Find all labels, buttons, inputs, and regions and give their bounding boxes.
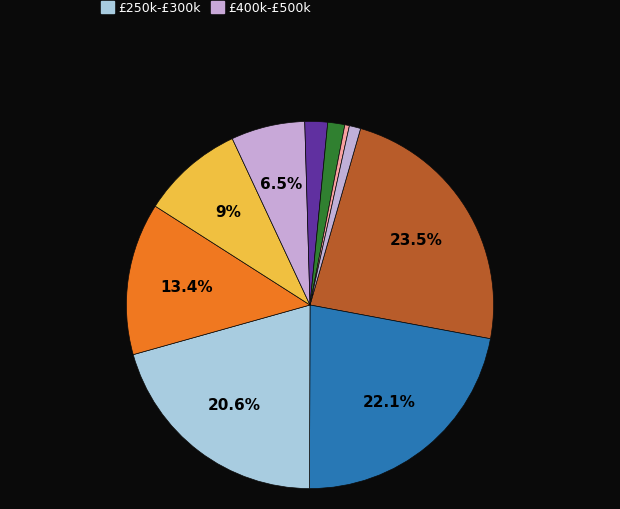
Text: 13.4%: 13.4% <box>160 279 213 295</box>
Wedge shape <box>155 139 310 305</box>
Wedge shape <box>309 305 490 489</box>
Wedge shape <box>126 207 310 355</box>
Wedge shape <box>310 126 361 305</box>
Wedge shape <box>232 122 310 305</box>
Text: 6.5%: 6.5% <box>260 177 303 192</box>
Legend: £200k-£250k, £300k-£400k, £250k-£300k, £150k-£200k, £100k-£150k, £400k-£500k, £5: £200k-£250k, £300k-£400k, £250k-£300k, £… <box>96 0 524 20</box>
Wedge shape <box>310 126 350 305</box>
Text: 9%: 9% <box>215 204 241 219</box>
Wedge shape <box>310 129 494 339</box>
Wedge shape <box>310 123 345 305</box>
Wedge shape <box>305 122 328 305</box>
Text: 22.1%: 22.1% <box>363 394 416 409</box>
Text: 23.5%: 23.5% <box>390 233 443 247</box>
Wedge shape <box>133 305 310 489</box>
Text: 20.6%: 20.6% <box>208 397 261 412</box>
